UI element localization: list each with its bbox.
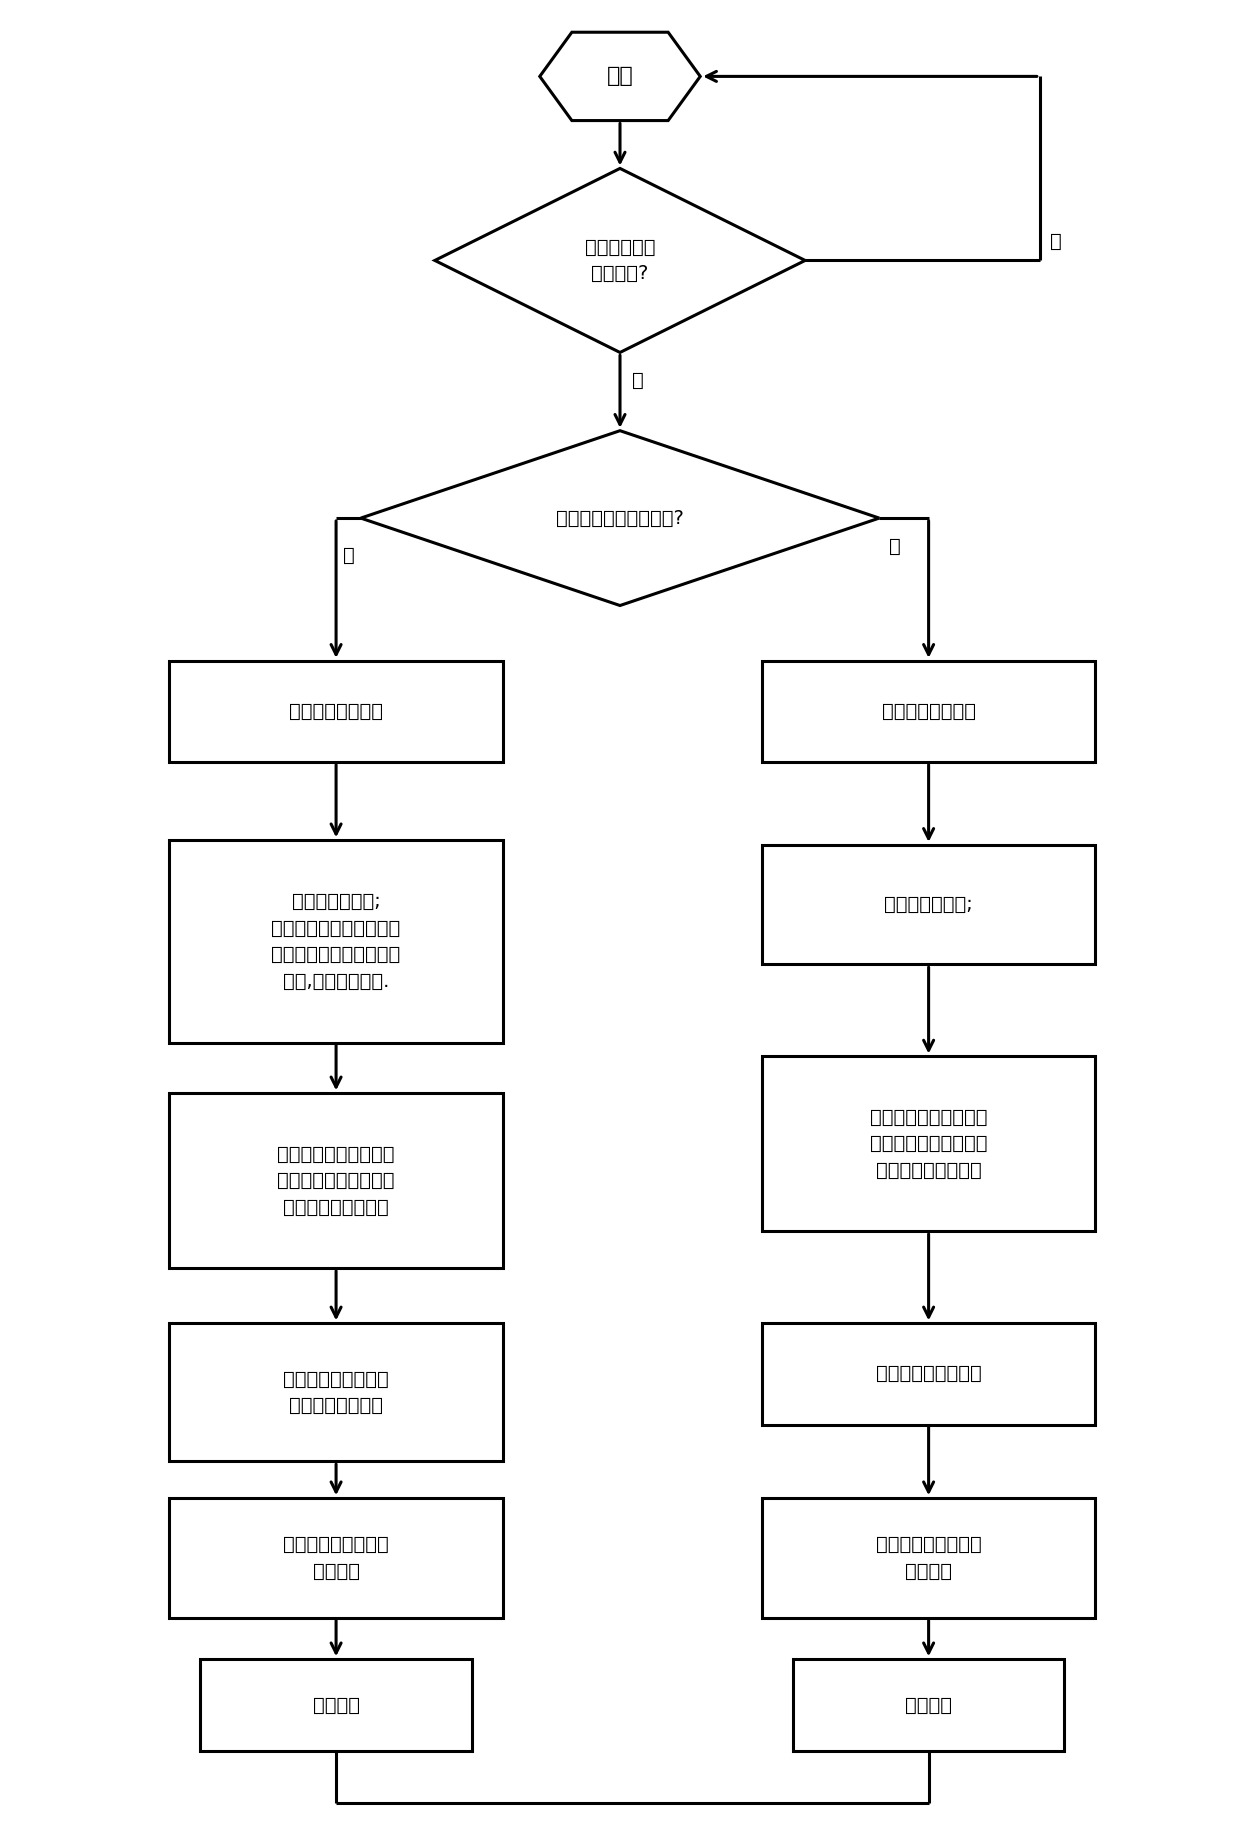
Text: 否: 否 (889, 537, 900, 556)
Bar (170, 661, 502, 762)
Text: 同步器位于同步点位置
时发出调速指令，驱动
电机调速至目标转速: 同步器位于同步点位置 时发出调速指令，驱动 电机调速至目标转速 (870, 1108, 987, 1180)
Text: 是: 是 (1049, 233, 1061, 251)
Text: 同步器退到空挡;
同时在同步器位于同步点
位置时离合器充油至半联
动点,发出调速指令.: 同步器退到空挡; 同时在同步器位于同步点 位置时离合器充油至半联 动点,发出调速… (272, 892, 401, 991)
Bar (761, 1499, 1095, 1617)
Bar (761, 845, 1095, 964)
Text: 换挡结束: 换挡结束 (312, 1696, 360, 1715)
Text: 否: 否 (632, 371, 644, 390)
Bar (792, 1660, 1064, 1752)
Text: 驱动电机扭矩恢复至
目标扭矩: 驱动电机扭矩恢复至 目标扭矩 (283, 1536, 389, 1580)
Bar (761, 1056, 1095, 1231)
Text: 目标挡位大于当前挡位?: 目标挡位大于当前挡位? (556, 509, 684, 528)
Text: 同步器进入目标挡位: 同步器进入目标挡位 (875, 1364, 982, 1383)
Bar (761, 1324, 1095, 1425)
Bar (170, 840, 502, 1043)
Text: 卸载电机扭矩至零: 卸载电机扭矩至零 (882, 701, 976, 720)
Bar (761, 661, 1095, 762)
Text: 开始: 开始 (606, 66, 634, 87)
Text: 换挡结束: 换挡结束 (905, 1696, 952, 1715)
Text: 离合器滑摩控制辅助调
速，并且驱动电机主动
调速，直至目标转速: 离合器滑摩控制辅助调 速，并且驱动电机主动 调速，直至目标转速 (278, 1145, 394, 1217)
Text: 驱动电机扭矩恢复至
目标扭矩: 驱动电机扭矩恢复至 目标扭矩 (875, 1536, 982, 1580)
Bar (201, 1660, 472, 1752)
Text: 同步器退到空挡;: 同步器退到空挡; (884, 895, 973, 914)
Bar (170, 1499, 502, 1617)
Text: 目标挡位等于
当前挡位?: 目标挡位等于 当前挡位? (585, 238, 655, 282)
Text: 卸载电机扭矩至零: 卸载电机扭矩至零 (289, 701, 383, 720)
Bar (170, 1093, 502, 1268)
Text: 是: 是 (342, 546, 355, 565)
Text: 离合器打开；同时同
步器进入目标挡位: 离合器打开；同时同 步器进入目标挡位 (283, 1370, 389, 1416)
Bar (170, 1324, 502, 1462)
